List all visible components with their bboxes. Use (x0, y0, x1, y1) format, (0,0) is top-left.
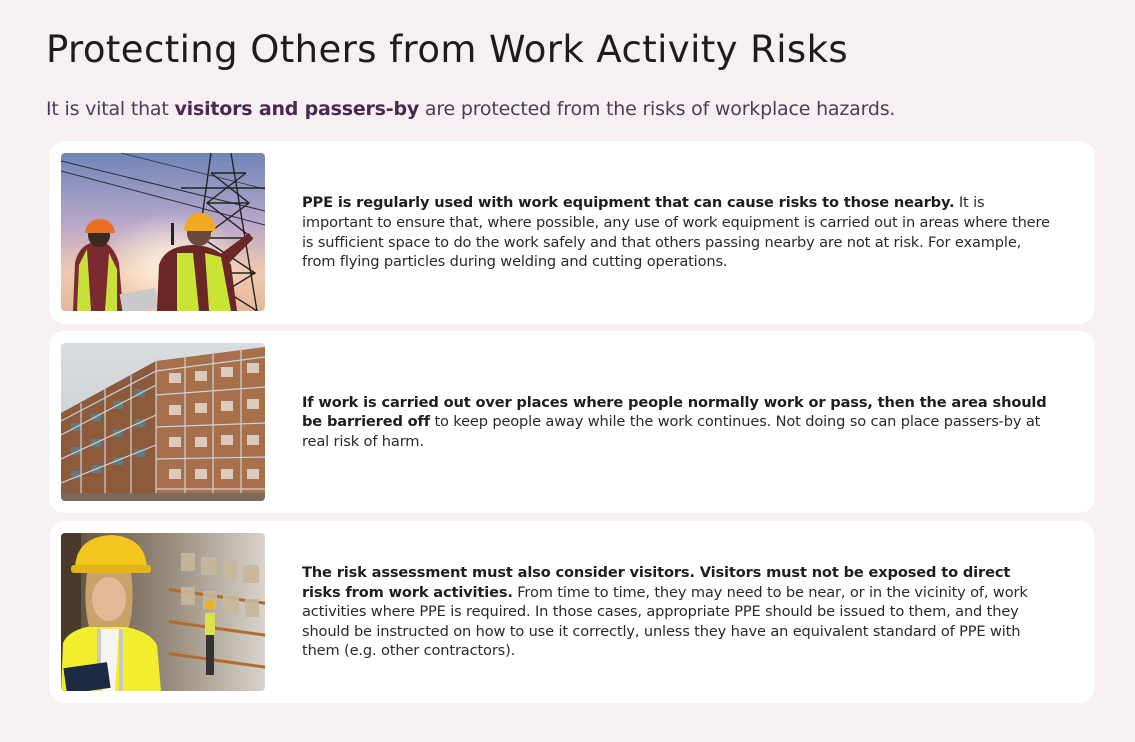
info-card-work-equipment: PPE is regularly used with work equipmen… (49, 141, 1095, 324)
card-text-visitors: The risk assessment must also consider v… (302, 564, 1028, 660)
subtitle-emphasis: visitors and passers-by (174, 98, 420, 120)
card-text-work-equipment: PPE is regularly used with work equipmen… (302, 194, 1050, 271)
page-title: Protecting Others from Work Activity Ris… (46, 28, 849, 71)
page-subtitle: It is vital that visitors and passers-by… (46, 98, 896, 120)
card-text-barriered-area: If work is carried out over places where… (302, 393, 1047, 450)
scaffolded-building-image (61, 343, 265, 501)
info-card-barriered-area: If work is carried out over places where… (49, 331, 1095, 513)
workers-under-power-lines-image (61, 153, 265, 311)
warehouse-visitor-in-hard-hat-image (61, 533, 265, 691)
info-card-visitors: The risk assessment must also consider v… (49, 521, 1095, 703)
